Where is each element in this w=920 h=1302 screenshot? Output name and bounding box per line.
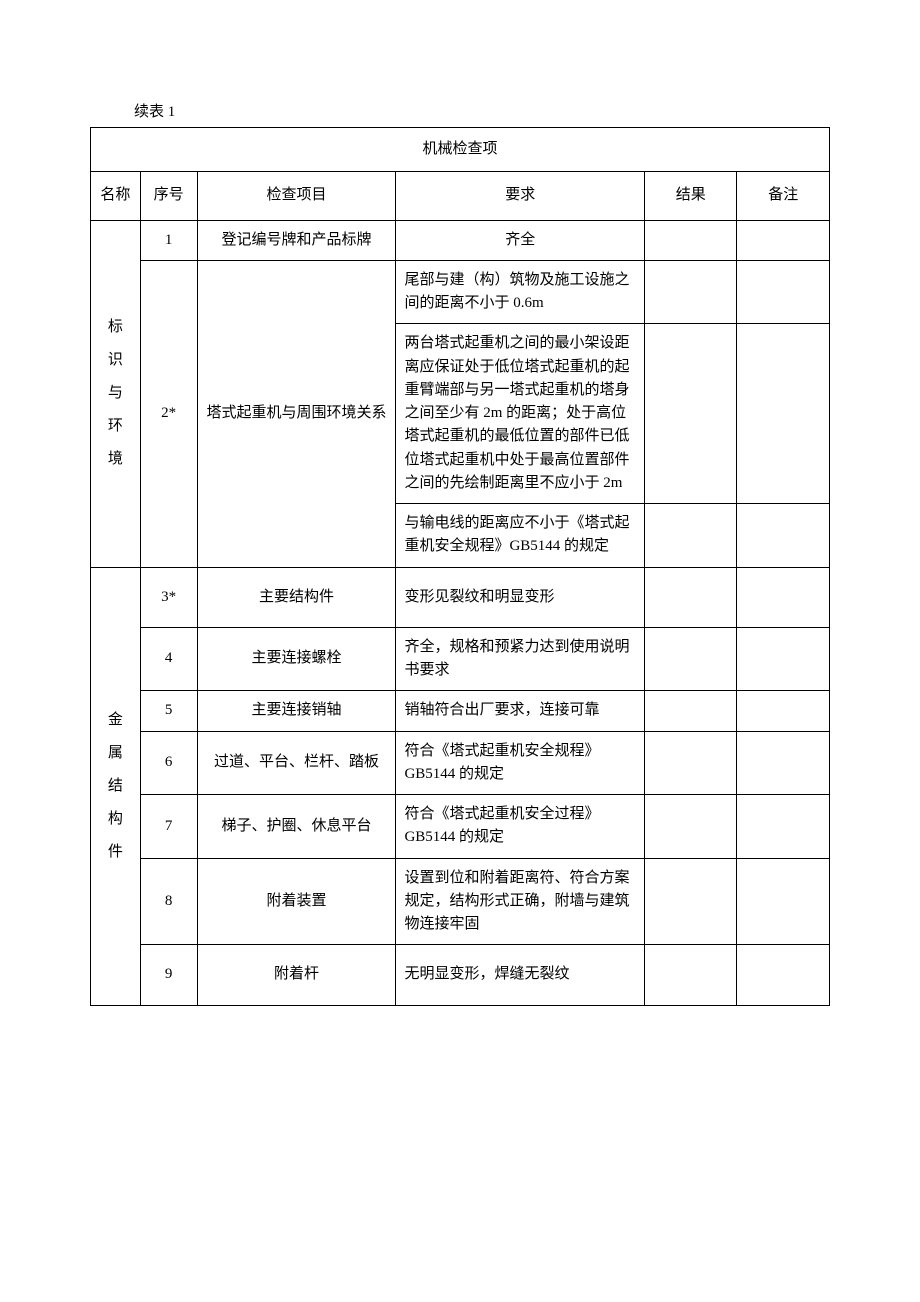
remark-cell xyxy=(737,567,830,627)
remark-cell xyxy=(737,945,830,1005)
result-cell xyxy=(645,260,737,324)
item-cell: 附着装置 xyxy=(197,858,396,945)
table-caption: 续表 1 xyxy=(90,100,830,121)
table-row: 8 附着装置 设置到位和附着距离符、符合方案规定，结构形式正确，附墙与建筑物连接… xyxy=(91,858,830,945)
header-item: 检查项目 xyxy=(197,172,396,220)
item-cell: 附着杆 xyxy=(197,945,396,1005)
req-cell: 尾部与建（构）筑物及施工设施之间的距离不小于 0.6m xyxy=(396,260,645,324)
req-cell: 齐全 xyxy=(396,220,645,260)
header-result: 结果 xyxy=(645,172,737,220)
req-cell: 符合《塔式起重机安全规程》GB5144 的规定 xyxy=(396,731,645,795)
seq-cell: 7 xyxy=(140,795,197,859)
req-cell: 无明显变形，焊缝无裂纹 xyxy=(396,945,645,1005)
header-req: 要求 xyxy=(396,172,645,220)
table-row: 9 附着杆 无明显变形，焊缝无裂纹 xyxy=(91,945,830,1005)
req-cell: 销轴符合出厂要求，连接可靠 xyxy=(396,691,645,731)
table-row: 6 过道、平台、栏杆、踏板 符合《塔式起重机安全规程》GB5144 的规定 xyxy=(91,731,830,795)
table-row: 7 梯子、护圈、休息平台 符合《塔式起重机安全过程》GB5144 的规定 xyxy=(91,795,830,859)
item-cell: 过道、平台、栏杆、踏板 xyxy=(197,731,396,795)
result-cell xyxy=(645,731,737,795)
header-remark: 备注 xyxy=(737,172,830,220)
req-cell: 与输电线的距离应不小于《塔式起重机安全规程》GB5144 的规定 xyxy=(396,504,645,568)
result-cell xyxy=(645,220,737,260)
item-cell: 主要结构件 xyxy=(197,567,396,627)
seq-cell: 5 xyxy=(140,691,197,731)
req-cell: 齐全，规格和预紧力达到使用说明书要求 xyxy=(396,627,645,691)
remark-cell xyxy=(737,691,830,731)
table-header-row: 名称 序号 检查项目 要求 结果 备注 xyxy=(91,172,830,220)
section-1-name: 标识与环境 xyxy=(108,319,123,467)
seq-cell: 9 xyxy=(140,945,197,1005)
item-cell: 主要连接螺栓 xyxy=(197,627,396,691)
remark-cell xyxy=(737,858,830,945)
remark-cell xyxy=(737,731,830,795)
inspection-table: 机械检查项 名称 序号 检查项目 要求 结果 备注 标识与环境 1 登记编号牌和… xyxy=(90,127,830,1006)
table-row: 4 主要连接螺栓 齐全，规格和预紧力达到使用说明书要求 xyxy=(91,627,830,691)
table-title: 机械检查项 xyxy=(91,128,830,172)
result-cell xyxy=(645,945,737,1005)
result-cell xyxy=(645,858,737,945)
result-cell xyxy=(645,795,737,859)
table-row: 2* 塔式起重机与周围环境关系 尾部与建（构）筑物及施工设施之间的距离不小于 0… xyxy=(91,260,830,324)
section-2-name: 金属结构件 xyxy=(108,712,123,860)
table-row: 标识与环境 1 登记编号牌和产品标牌 齐全 xyxy=(91,220,830,260)
remark-cell xyxy=(737,260,830,324)
header-name: 名称 xyxy=(91,172,141,220)
result-cell xyxy=(645,691,737,731)
table-title-row: 机械检查项 xyxy=(91,128,830,172)
section-name-cell: 金属结构件 xyxy=(91,567,141,1005)
table-row: 金属结构件 3* 主要结构件 变形见裂纹和明显变形 xyxy=(91,567,830,627)
remark-cell xyxy=(737,627,830,691)
seq-cell: 4 xyxy=(140,627,197,691)
item-cell: 塔式起重机与周围环境关系 xyxy=(197,260,396,567)
remark-cell xyxy=(737,795,830,859)
req-cell: 设置到位和附着距离符、符合方案规定，结构形式正确，附墙与建筑物连接牢固 xyxy=(396,858,645,945)
req-cell: 符合《塔式起重机安全过程》GB5144 的规定 xyxy=(396,795,645,859)
item-cell: 梯子、护圈、休息平台 xyxy=(197,795,396,859)
remark-cell xyxy=(737,220,830,260)
section-name-cell: 标识与环境 xyxy=(91,220,141,567)
req-cell: 两台塔式起重机之间的最小架设距离应保证处于低位塔式起重机的起重臂端部与另一塔式起… xyxy=(396,324,645,504)
result-cell xyxy=(645,504,737,568)
seq-cell: 1 xyxy=(140,220,197,260)
seq-cell: 8 xyxy=(140,858,197,945)
seq-cell: 2* xyxy=(140,260,197,567)
item-cell: 主要连接销轴 xyxy=(197,691,396,731)
seq-cell: 3* xyxy=(140,567,197,627)
seq-cell: 6 xyxy=(140,731,197,795)
result-cell xyxy=(645,567,737,627)
result-cell xyxy=(645,324,737,504)
remark-cell xyxy=(737,504,830,568)
remark-cell xyxy=(737,324,830,504)
req-cell: 变形见裂纹和明显变形 xyxy=(396,567,645,627)
result-cell xyxy=(645,627,737,691)
header-seq: 序号 xyxy=(140,172,197,220)
table-row: 5 主要连接销轴 销轴符合出厂要求，连接可靠 xyxy=(91,691,830,731)
item-cell: 登记编号牌和产品标牌 xyxy=(197,220,396,260)
